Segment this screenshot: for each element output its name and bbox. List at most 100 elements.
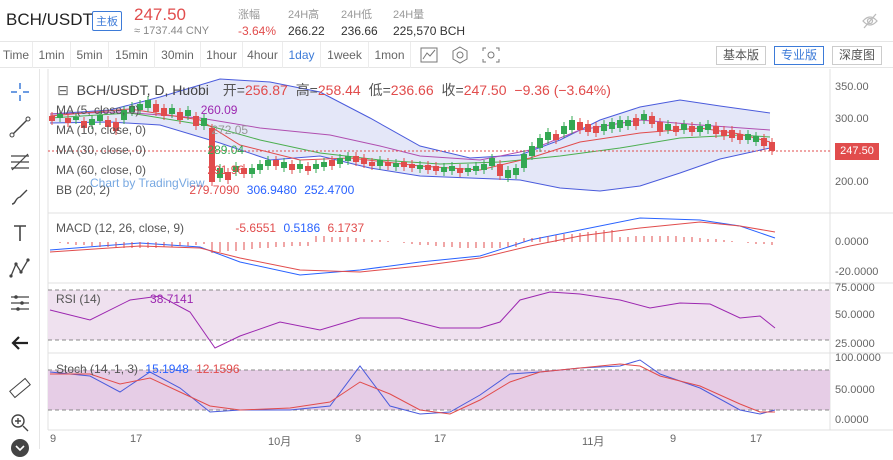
hide-chart-icon[interactable] <box>861 12 879 30</box>
low-label: 低= <box>368 82 391 98</box>
basic-version-button[interactable]: 基本版 <box>716 46 767 65</box>
candle-body <box>241 168 247 174</box>
stoch-legend[interactable]: Stoch (14, 1, 3) 15.1948 12.1596 <box>56 362 244 376</box>
close-label: 收= <box>441 82 464 98</box>
macd-axis-label: -20.0000 <box>835 266 879 278</box>
candle-body <box>145 100 151 108</box>
x-axis-label: 17 <box>130 433 143 445</box>
high-value: 258.44 <box>317 82 361 98</box>
bb-lower-value: 252.4700 <box>304 183 355 197</box>
price-axis-label: 300.00 <box>835 113 869 125</box>
stoch-k-line <box>49 359 776 415</box>
fib-tool-icon[interactable] <box>8 150 32 174</box>
bb-legend[interactable]: BB (20, 2) 279.7090 306.9480 252.4700 <box>56 183 358 197</box>
candle-body <box>401 162 407 167</box>
candle-body <box>689 126 695 132</box>
x-axis-label: 17 <box>434 433 447 445</box>
text-tool-icon[interactable] <box>8 221 32 245</box>
tf-4hour[interactable]: 4hour <box>243 42 283 68</box>
macd-hist-value: 6.1737 <box>327 221 365 235</box>
candle-body <box>521 154 527 168</box>
candle-body <box>177 112 183 120</box>
candle-body <box>377 160 383 166</box>
tf-1hour[interactable]: 1hour <box>201 42 243 68</box>
tf-1mon[interactable]: 1mon <box>369 42 411 68</box>
ma60-legend[interactable]: MA (60, close, 0) 291.96 <box>56 163 248 177</box>
volume-value: 225,570 BCH <box>393 24 466 38</box>
tf-time[interactable]: Time <box>0 42 33 68</box>
candle-body <box>89 119 95 125</box>
candle-body <box>393 163 399 167</box>
candle-body <box>481 164 487 170</box>
ma30-legend[interactable]: MA (30, close, 0) 289.04 <box>56 143 248 157</box>
x-axis-label: 9 <box>355 433 362 445</box>
candle-body <box>57 114 63 118</box>
candle-body <box>137 104 143 110</box>
candle-body <box>225 172 231 180</box>
settings-icon[interactable] <box>449 45 471 65</box>
tf-30min[interactable]: 30min <box>155 42 201 68</box>
indicators-icon[interactable] <box>418 45 440 65</box>
ruler-icon[interactable] <box>8 376 32 400</box>
rsi-axis-label: 75.0000 <box>835 282 875 294</box>
x-axis-label: 9 <box>50 433 57 445</box>
back-arrow-icon[interactable] <box>8 331 32 355</box>
high-label: 24H高 <box>288 9 320 21</box>
candle-body <box>657 122 663 132</box>
pro-version-button[interactable]: 专业版 <box>774 46 825 65</box>
candle-body <box>529 146 535 156</box>
ma60-line <box>49 111 771 161</box>
rsi-axis-label: 25.0000 <box>835 338 875 350</box>
candle-body <box>337 158 343 164</box>
candle-body <box>201 118 207 126</box>
pair-name[interactable]: BCH/USDT <box>6 10 93 29</box>
pattern-icon[interactable] <box>8 256 32 280</box>
tf-1week[interactable]: 1week <box>321 42 369 68</box>
tf-15min[interactable]: 15min <box>109 42 155 68</box>
candle-body <box>489 158 495 166</box>
macd-legend[interactable]: MACD (12, 26, close, 9) -5.6551 0.5186 6… <box>56 221 368 235</box>
chart-toolbar: Time 1min 5min 15min 30min 1hour 4hour 1… <box>0 42 893 68</box>
open-value: 256.87 <box>244 82 288 98</box>
candle-body <box>761 138 767 146</box>
candle-body <box>297 164 303 169</box>
candle-body <box>73 117 79 120</box>
candle-body <box>561 126 567 134</box>
depth-chart-button[interactable]: 深度图 <box>832 46 883 65</box>
ma5-legend[interactable]: MA (5, close, 0) 260.09 <box>56 103 241 117</box>
price-axis-label: 200.00 <box>835 176 869 188</box>
tf-1day[interactable]: 1day <box>283 42 321 68</box>
candle-body <box>345 156 351 161</box>
candle-body <box>585 124 591 132</box>
price-axis-label: 350.00 <box>835 81 869 93</box>
price-chart[interactable] <box>0 0 893 449</box>
candle-body <box>289 164 295 170</box>
tf-1min[interactable]: 1min <box>33 42 71 68</box>
macd-signal-value: 0.5186 <box>283 221 321 235</box>
candle-body <box>185 110 191 116</box>
candle-body <box>97 115 103 121</box>
candle-body <box>769 142 775 151</box>
bb-lower-line <box>49 121 771 192</box>
candle-body <box>273 160 279 166</box>
candle-body <box>113 122 119 131</box>
candle-body <box>745 134 751 140</box>
rsi-value: 38.7141 <box>150 292 194 306</box>
ma60-value: 291.96 <box>207 163 245 177</box>
crosshair-icon[interactable] <box>8 80 32 104</box>
tf-5min[interactable]: 5min <box>71 42 109 68</box>
macd-label: MACD (12, 26, close, 9) <box>56 221 185 235</box>
candle-body <box>257 164 263 170</box>
brush-icon[interactable] <box>8 185 32 209</box>
ma10-legend[interactable]: MA (10, close, 0) 272.05 <box>56 123 252 137</box>
candle-body <box>153 104 159 112</box>
zoom-in-icon[interactable] <box>8 411 32 435</box>
macd-axis-label: 0.0000 <box>835 236 869 248</box>
screenshot-icon[interactable] <box>480 45 502 65</box>
rsi-legend[interactable]: RSI (14) 38.7141 <box>56 292 197 306</box>
candle-body <box>649 116 655 124</box>
macd-value: -5.6551 <box>235 221 277 235</box>
candle-body <box>545 132 551 140</box>
measure-icon[interactable] <box>8 291 32 315</box>
trend-line-icon[interactable] <box>8 115 32 139</box>
